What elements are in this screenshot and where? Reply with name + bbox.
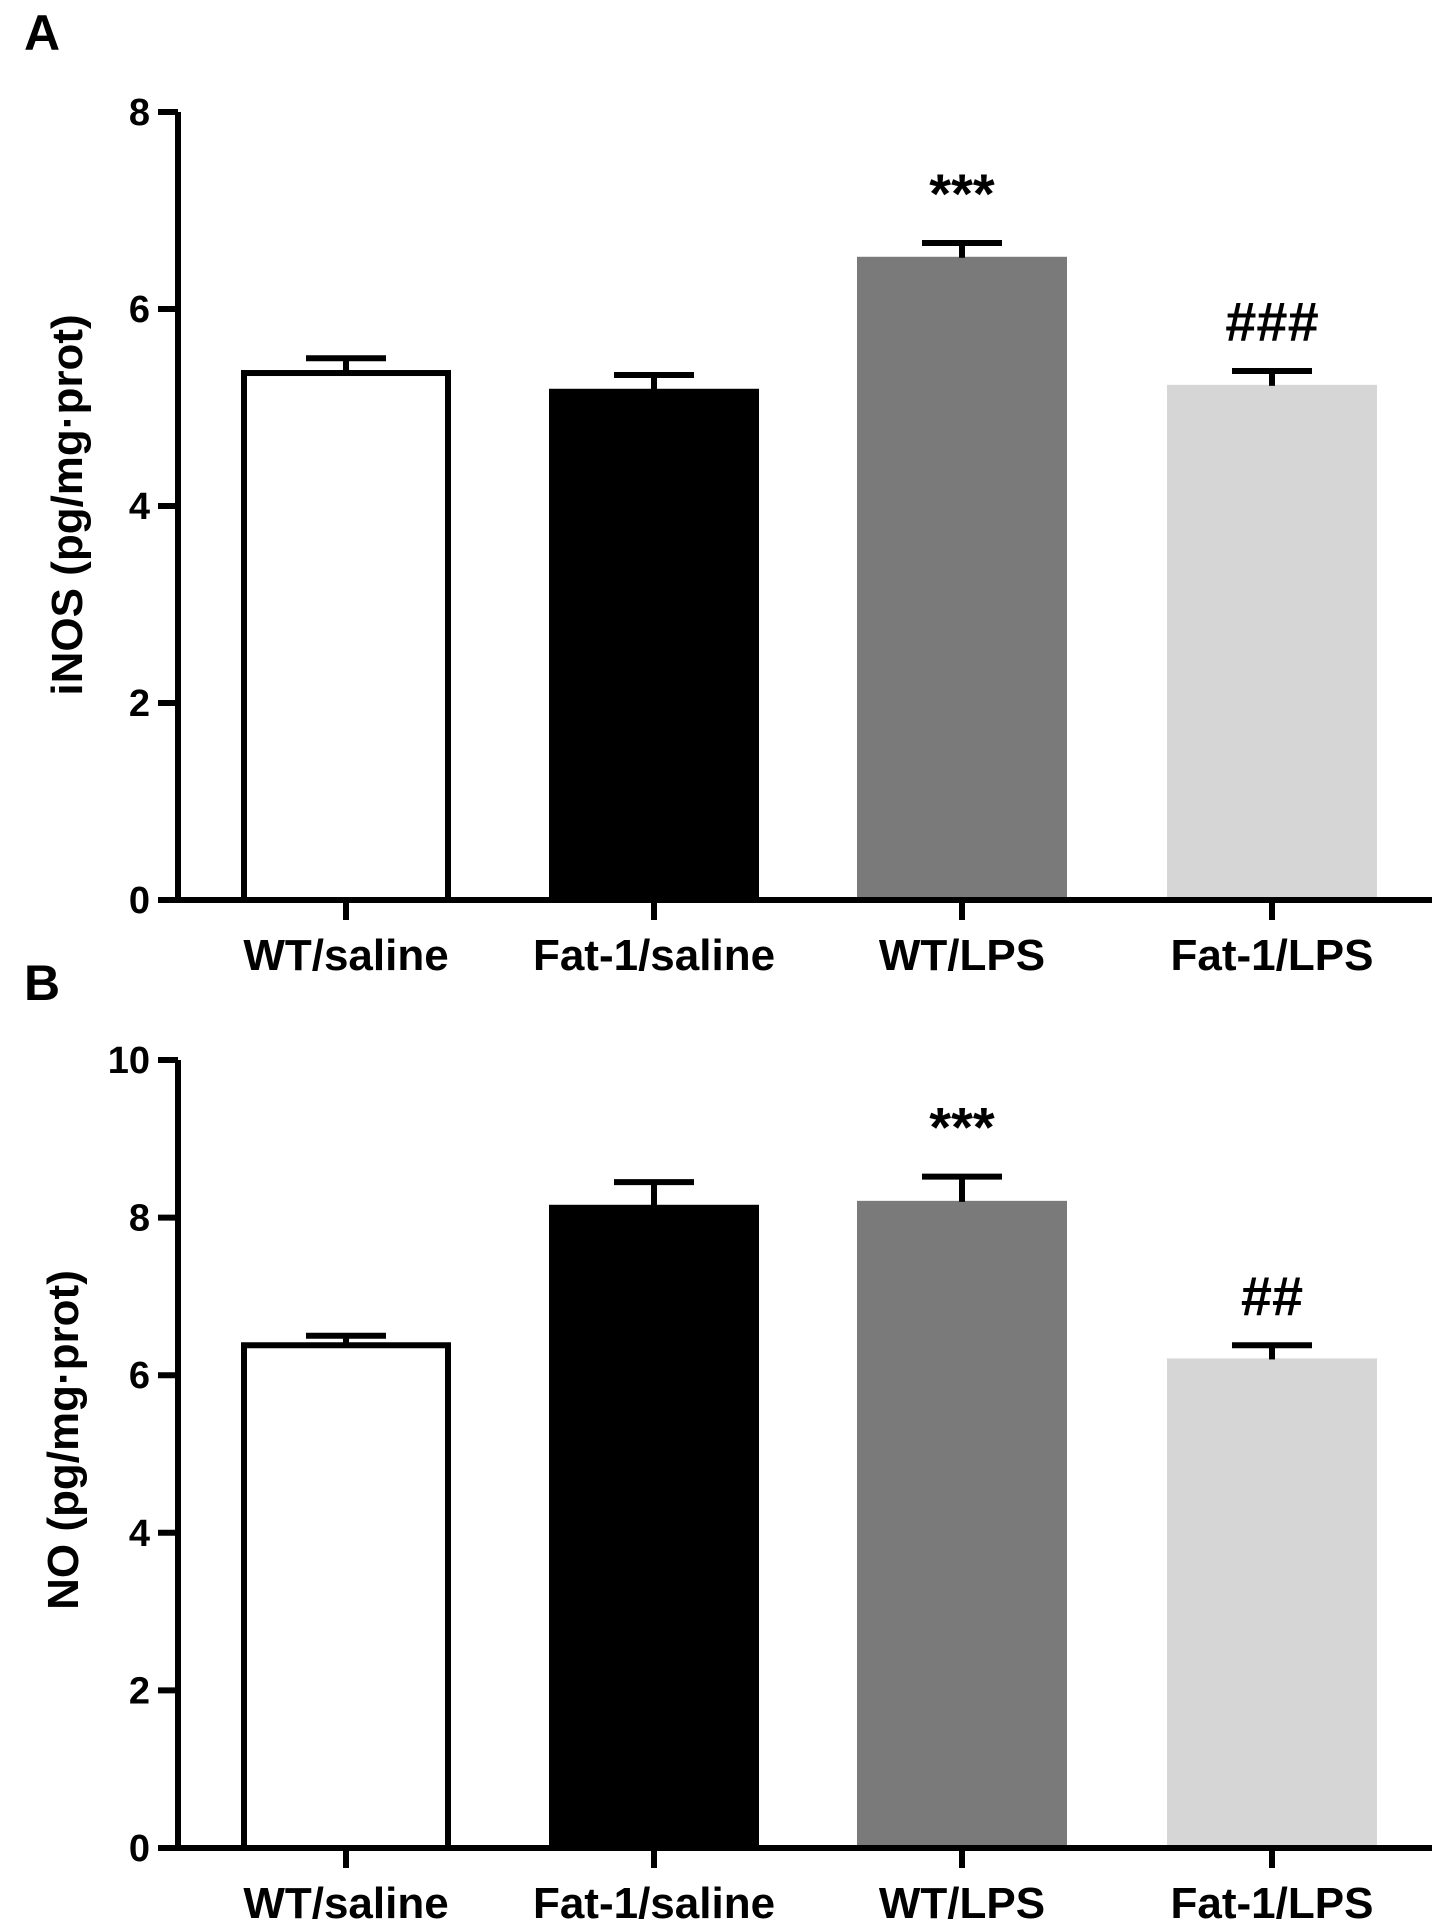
panel-b-y-tick-label-1: 2: [129, 1670, 150, 1712]
panel-a-y-tick-label-2: 4: [129, 486, 150, 528]
panel-a-y-tick-label-1: 2: [129, 683, 150, 725]
panel-a-y-tick-label-3: 6: [129, 289, 150, 331]
panel-b: B NO (pg/mg·prot) *** ## 0 2 4 6 8 10 WT/salin…: [24, 955, 1432, 1928]
panel-a-y-axis-title: iNOS (pg/mg·prot): [43, 314, 92, 695]
panel-b-letter: B: [24, 955, 60, 1011]
panel-b-y-tick-label-5: 10: [108, 1040, 150, 1082]
panel-a-category-label-3: Fat-1/LPS: [1171, 931, 1374, 980]
panel-b-category-label-0: WT/saline: [243, 1879, 448, 1926]
panel-b-significance-label-3: ##: [1241, 1264, 1303, 1327]
panel-a-category-label-2: WT/LPS: [879, 931, 1045, 980]
panel-b-bar-3: [1167, 1358, 1377, 1849]
panel-b-category-label-3: Fat-1/LPS: [1171, 1879, 1374, 1926]
panel-b-y-tick-label-2: 4: [129, 1513, 150, 1555]
panel-b-y-tick-label-0: 0: [129, 1828, 150, 1870]
panel-a-y-tick-label-4: 8: [129, 92, 150, 134]
panel-a-category-label-0: WT/saline: [243, 931, 448, 980]
panel-b-category-label-2: WT/LPS: [879, 1879, 1045, 1926]
panel-b-y-tick-label-4: 8: [129, 1198, 150, 1240]
panel-a-y-tick-label-0: 0: [129, 880, 150, 922]
panel-b-y-axis-title: NO (pg/mg·prot): [39, 1270, 88, 1610]
panel-b-bar-0: [241, 1342, 451, 1851]
panel-b-bar-2: [857, 1200, 1067, 1849]
panel-b-bar-1: [549, 1204, 759, 1849]
panel-a-bar-2: [857, 256, 1067, 901]
panel-a-bar-3: [1167, 384, 1377, 901]
panel-a-significance-label-2: ***: [929, 162, 995, 225]
panel-b-y-tick-label-3: 6: [129, 1355, 150, 1397]
panel-a-category-label-1: Fat-1/saline: [533, 931, 775, 980]
panel-b-significance-label-2: ***: [929, 1096, 995, 1159]
panel-a-letter: A: [24, 5, 60, 61]
panel-b-category-label-1: Fat-1/saline: [533, 1879, 775, 1926]
panel-a: A iNOS (pg/mg·prot) *** ### 0 2 4 6 8 WT/sali…: [24, 5, 1432, 980]
panel-a-bar-0: [241, 370, 451, 903]
panel-a-bar-1: [549, 388, 759, 901]
panel-a-significance-label-3: ###: [1225, 290, 1318, 353]
